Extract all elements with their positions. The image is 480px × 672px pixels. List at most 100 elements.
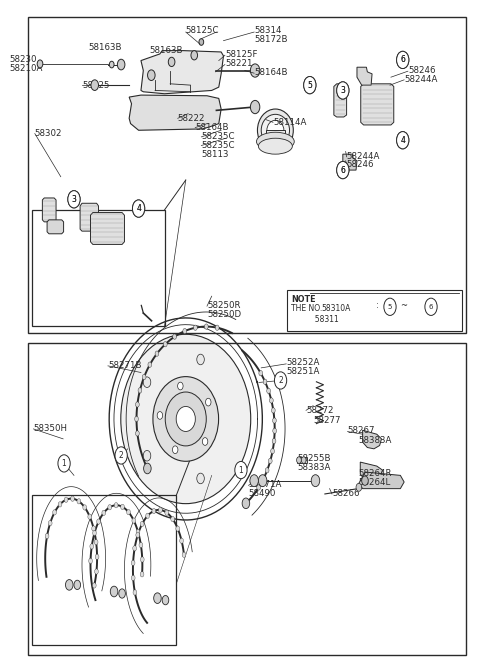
Text: 1: 1 bbox=[239, 466, 243, 474]
Circle shape bbox=[171, 516, 175, 521]
Text: 58235C: 58235C bbox=[201, 141, 235, 150]
Text: 58302: 58302 bbox=[35, 129, 62, 138]
Circle shape bbox=[235, 462, 247, 478]
Text: 58246: 58246 bbox=[347, 161, 374, 169]
Circle shape bbox=[77, 499, 81, 504]
Text: THE NO.: THE NO. bbox=[291, 304, 322, 313]
Circle shape bbox=[133, 546, 136, 551]
Text: 58125C: 58125C bbox=[186, 26, 219, 35]
Circle shape bbox=[144, 463, 151, 474]
Circle shape bbox=[92, 526, 96, 531]
Polygon shape bbox=[141, 50, 224, 94]
Circle shape bbox=[172, 446, 178, 454]
Circle shape bbox=[425, 298, 437, 315]
Ellipse shape bbox=[257, 109, 293, 151]
Circle shape bbox=[203, 437, 208, 446]
Circle shape bbox=[133, 590, 137, 595]
Circle shape bbox=[158, 507, 162, 513]
Circle shape bbox=[115, 447, 127, 464]
Text: 58164B: 58164B bbox=[195, 123, 228, 132]
Text: 1: 1 bbox=[62, 459, 66, 468]
Ellipse shape bbox=[121, 334, 251, 503]
Circle shape bbox=[205, 398, 211, 406]
Text: 58272: 58272 bbox=[306, 406, 334, 415]
Text: 6: 6 bbox=[340, 165, 345, 175]
Polygon shape bbox=[80, 203, 98, 231]
Circle shape bbox=[165, 510, 168, 515]
Circle shape bbox=[251, 64, 260, 77]
Text: 58114A: 58114A bbox=[273, 118, 306, 127]
Circle shape bbox=[64, 497, 68, 503]
Circle shape bbox=[251, 100, 260, 114]
Circle shape bbox=[259, 370, 263, 376]
Circle shape bbox=[197, 354, 204, 365]
Circle shape bbox=[183, 329, 187, 334]
Text: 6: 6 bbox=[400, 55, 405, 65]
Circle shape bbox=[268, 458, 272, 464]
Circle shape bbox=[396, 132, 409, 149]
Ellipse shape bbox=[176, 407, 195, 431]
Text: NOTE: NOTE bbox=[291, 295, 315, 304]
Circle shape bbox=[48, 521, 52, 526]
Text: 3: 3 bbox=[340, 86, 345, 95]
Circle shape bbox=[197, 473, 204, 484]
Circle shape bbox=[180, 538, 183, 544]
Text: 3: 3 bbox=[340, 86, 345, 95]
Circle shape bbox=[139, 542, 143, 548]
Polygon shape bbox=[360, 462, 383, 482]
Circle shape bbox=[304, 77, 316, 94]
Circle shape bbox=[269, 398, 273, 403]
Circle shape bbox=[53, 509, 57, 515]
Circle shape bbox=[271, 448, 275, 454]
Circle shape bbox=[301, 457, 306, 464]
Circle shape bbox=[193, 325, 197, 331]
Circle shape bbox=[138, 388, 142, 393]
Text: 58222: 58222 bbox=[178, 114, 205, 123]
Text: 58314: 58314 bbox=[254, 26, 282, 35]
Circle shape bbox=[257, 485, 261, 490]
Text: 3: 3 bbox=[72, 195, 76, 204]
Circle shape bbox=[132, 200, 145, 217]
Circle shape bbox=[263, 379, 267, 384]
Circle shape bbox=[132, 518, 136, 523]
Polygon shape bbox=[357, 67, 372, 85]
Text: 58113: 58113 bbox=[201, 150, 229, 159]
Text: 58246: 58246 bbox=[408, 66, 435, 75]
Circle shape bbox=[147, 70, 155, 81]
Circle shape bbox=[108, 505, 112, 510]
Text: 5: 5 bbox=[307, 81, 312, 89]
Bar bbox=[33, 495, 176, 644]
Circle shape bbox=[304, 77, 316, 94]
Ellipse shape bbox=[261, 114, 289, 146]
Circle shape bbox=[199, 39, 204, 45]
Circle shape bbox=[132, 575, 135, 581]
Text: 58271B: 58271B bbox=[108, 362, 142, 370]
Circle shape bbox=[65, 579, 73, 590]
Circle shape bbox=[89, 558, 93, 564]
Polygon shape bbox=[359, 472, 404, 489]
Circle shape bbox=[265, 468, 269, 473]
Circle shape bbox=[37, 60, 43, 68]
Circle shape bbox=[157, 411, 163, 419]
Circle shape bbox=[110, 586, 118, 597]
Circle shape bbox=[362, 476, 368, 485]
Circle shape bbox=[250, 474, 258, 487]
Text: 58267: 58267 bbox=[348, 427, 375, 435]
Text: 58235C: 58235C bbox=[201, 132, 235, 141]
Circle shape bbox=[132, 200, 145, 217]
Text: 4: 4 bbox=[136, 204, 141, 213]
Text: 58164B: 58164B bbox=[254, 68, 288, 77]
Polygon shape bbox=[361, 84, 394, 125]
Text: 58172B: 58172B bbox=[254, 35, 288, 44]
Circle shape bbox=[173, 334, 177, 339]
Text: 58125F: 58125F bbox=[225, 50, 257, 59]
Circle shape bbox=[91, 80, 98, 91]
Polygon shape bbox=[47, 220, 63, 234]
Circle shape bbox=[114, 503, 118, 508]
Circle shape bbox=[58, 502, 62, 507]
Circle shape bbox=[136, 532, 140, 538]
Circle shape bbox=[271, 408, 275, 413]
Text: ~: ~ bbox=[400, 302, 408, 310]
Polygon shape bbox=[334, 84, 347, 117]
Circle shape bbox=[273, 428, 276, 433]
